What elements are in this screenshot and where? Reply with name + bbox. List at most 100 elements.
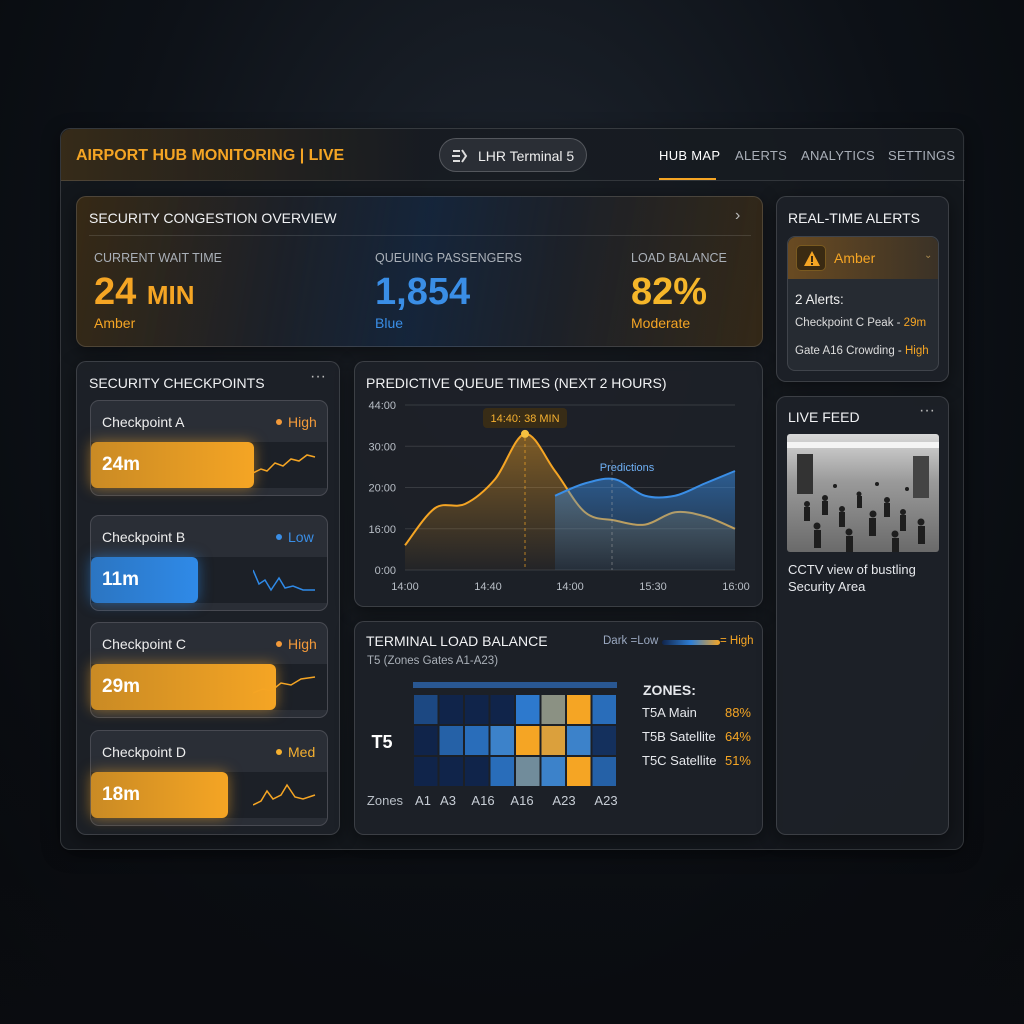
- nav-item[interactable]: ANALYTICS: [801, 148, 875, 163]
- y-tick-label: 20:00: [368, 483, 396, 495]
- row-label: T5: [371, 732, 392, 752]
- checkpoint-card[interactable]: Checkpoint B Low 11m: [90, 515, 328, 611]
- alert-box: Amber ⌄ 2 Alerts: Checkpoint C Peak - 29…: [787, 236, 939, 371]
- sparkline: [253, 783, 316, 806]
- heatmap-cell: [567, 757, 591, 786]
- legend-high: = High: [720, 635, 754, 647]
- series-area: [555, 471, 735, 570]
- x-tick-label: 14:40: [474, 581, 502, 593]
- x-tick-label: A3: [440, 793, 456, 808]
- checkpoint-card[interactable]: Checkpoint D Med 18m: [90, 730, 328, 826]
- panel-title: SECURITY CHECKPOINTS: [89, 375, 265, 391]
- dropdown-icon[interactable]: ⌄: [924, 250, 933, 261]
- alert-text: Checkpoint C Peak -: [795, 317, 901, 329]
- location-pill[interactable]: LHR Terminal 5: [439, 138, 587, 172]
- panel-subtitle: T5 (Zones Gates A1-A23): [367, 655, 499, 667]
- level-dot: [276, 534, 282, 540]
- expand-icon[interactable]: ›: [735, 207, 741, 224]
- zone-name: T5A Main: [642, 705, 697, 720]
- sparkline: [253, 676, 316, 694]
- zone-name: T5C Satellite: [642, 753, 716, 768]
- metric-status: Blue: [375, 315, 404, 331]
- nav-item[interactable]: ALERTS: [735, 148, 788, 163]
- x-tick-label: 16:00: [722, 581, 750, 593]
- heatmap-cell: [541, 757, 565, 786]
- sparkline-path: [253, 454, 316, 474]
- checkpoint-name: Checkpoint B: [102, 529, 186, 545]
- y-tick-label: 16:00: [368, 524, 396, 536]
- panel-title: REAL-TIME ALERTS: [788, 210, 921, 226]
- checkpoint-level: High: [288, 636, 317, 652]
- nav-item[interactable]: HUB MAP: [659, 148, 721, 163]
- heatmap-cell: [465, 757, 489, 786]
- checkpoint-name: Checkpoint C: [102, 636, 187, 652]
- metric-value: 1,854: [375, 271, 471, 313]
- zone-name: T5B Satellite: [642, 729, 716, 744]
- heatmap-cell: [541, 695, 565, 724]
- heatmap-cell: [490, 695, 514, 724]
- heatmap-cell: [592, 695, 616, 724]
- cctv-image[interactable]: [787, 434, 939, 552]
- more-icon[interactable]: ···: [310, 368, 326, 385]
- wait-bar: [91, 557, 199, 603]
- x-tick-label: A23: [594, 793, 617, 808]
- heatmap-cell: [439, 695, 463, 724]
- more-icon[interactable]: ···: [919, 402, 935, 419]
- metric-label: LOAD BALANCE: [631, 251, 727, 265]
- heatmap-cell: [439, 726, 463, 755]
- alert-level: Amber: [834, 250, 876, 266]
- x-tick-label: 14:00: [391, 581, 419, 593]
- metric-status: Moderate: [631, 315, 691, 331]
- checkpoint-name: Checkpoint A: [102, 414, 185, 430]
- heatmap-cell: [414, 695, 438, 724]
- wait-bar: [91, 772, 229, 818]
- sparkline: [253, 569, 315, 592]
- panel-title: TERMINAL LOAD BALANCE: [366, 633, 548, 649]
- metric-label: QUEUING PASSENGERS: [375, 251, 523, 265]
- y-tick-label: 0:00: [375, 565, 396, 577]
- series-line: [554, 470, 736, 499]
- annotation-box: [483, 408, 567, 428]
- heatmap-cell: [516, 695, 540, 724]
- heatmap-cell: [516, 757, 540, 786]
- checkpoints-panel: SECURITY CHECKPOINTS ··· Checkpoint A Hig…: [76, 361, 340, 835]
- legend-gradient: [662, 640, 720, 645]
- heatmap-cell: [490, 757, 514, 786]
- wait-label: 24m: [102, 454, 141, 475]
- metric-label: CURRENT WAIT TIME: [94, 251, 223, 265]
- overview-panel: SECURITY CONGESTION OVERVIEW › CURRENT W…: [76, 196, 763, 347]
- peak-dot: [521, 429, 529, 438]
- annotation: 14:40: 38 MIN: [490, 413, 559, 425]
- x-tick-label: 14:00: [556, 581, 584, 593]
- panel-title: PREDICTIVE QUEUE TIMES (NEXT 2 HOURS): [366, 375, 667, 391]
- heatmap-cell: [516, 726, 540, 755]
- heatmap-cell: [465, 726, 489, 755]
- metric-value: 82%: [631, 271, 708, 313]
- sparkline-path: [253, 676, 316, 694]
- nav-item[interactable]: SETTINGS: [888, 148, 956, 163]
- x-tick-label: A23: [552, 793, 575, 808]
- app-title: AIRPORT HUB MONITORING | LIVE: [76, 147, 345, 164]
- feed-caption: CCTV view of bustling Security Area: [788, 562, 916, 594]
- alert-text: Gate A16 Crowding -: [795, 345, 902, 357]
- panel-title: LIVE FEED: [788, 409, 860, 425]
- alert-status: 29m: [903, 317, 927, 329]
- level-dot: [276, 419, 282, 425]
- x-tick-label: 15:30: [639, 581, 667, 593]
- metric-status: Amber: [94, 315, 136, 331]
- sparkline: [253, 454, 316, 474]
- x-tick-label: A16: [471, 793, 494, 808]
- panel-title: SECURITY CONGESTION OVERVIEW: [89, 210, 337, 226]
- checkpoint-card[interactable]: Checkpoint C High 29m: [90, 622, 328, 718]
- metric-unit: MIN: [146, 280, 195, 310]
- checkpoint-level: Low: [288, 529, 314, 545]
- alerts-panel: REAL-TIME ALERTS Amber ⌄ 2 Alerts: Check…: [776, 196, 949, 382]
- level-dot: [276, 749, 282, 755]
- series-label: Predictions: [600, 462, 655, 474]
- wait-bar: [91, 664, 276, 710]
- checkpoint-card[interactable]: Checkpoint A High 24m: [90, 400, 328, 496]
- checkpoint-level: High: [288, 414, 317, 430]
- wait-label: 18m: [102, 784, 141, 805]
- level-dot: [276, 641, 282, 647]
